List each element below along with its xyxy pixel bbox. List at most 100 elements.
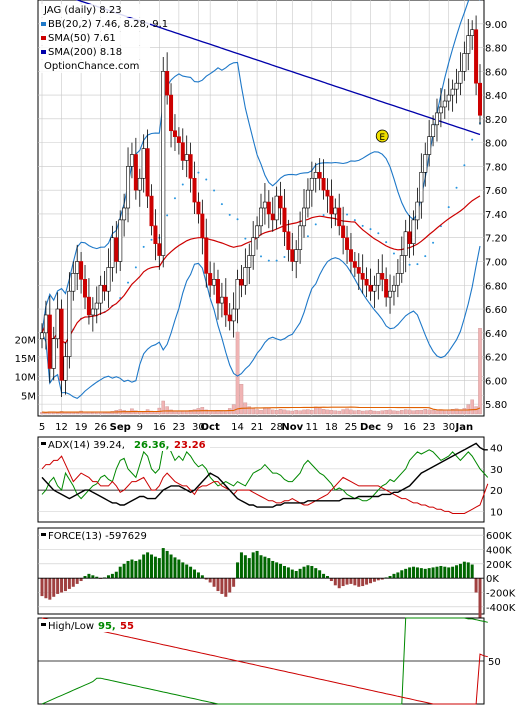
candle-body-27	[145, 148, 150, 197]
candle-body-49	[231, 308, 236, 322]
force-bar-49	[232, 578, 236, 587]
adx-plus-di-line	[41, 442, 489, 502]
candle-body-29	[153, 225, 158, 244]
bollinger-mid-dot-26	[142, 245, 145, 248]
force-bar-111	[474, 578, 478, 593]
volume-bar-75	[333, 410, 338, 415]
candle-body-84	[368, 284, 373, 292]
candle-body-43	[208, 273, 213, 286]
candle-body-75	[333, 207, 338, 215]
bollinger-mid-dot-44	[213, 189, 216, 192]
candle-body-92	[399, 255, 404, 274]
volume-bar-69	[310, 410, 314, 415]
force-bar-50	[236, 562, 240, 579]
force-bar-70	[314, 568, 318, 579]
volume-bar-57	[263, 408, 267, 415]
force-bar-3	[52, 578, 56, 597]
highlow-tick-label-0: 50	[488, 657, 501, 668]
candle-body-58	[266, 201, 271, 215]
price-tick-label-14: 6.20	[485, 353, 507, 364]
volume-bar-64	[290, 410, 295, 415]
x-tick-label-1: 12	[55, 422, 68, 433]
volume-bar-54	[251, 408, 255, 415]
volume-bar-78	[345, 408, 349, 415]
force-bar-44	[212, 578, 216, 587]
bollinger-mid-dot-94	[408, 263, 411, 266]
candle-body-94	[407, 231, 412, 244]
price-tick-label-6: 7.80	[485, 162, 507, 173]
bollinger-mid-dot-82	[361, 224, 364, 227]
volume-bar-111	[474, 406, 478, 415]
force-bar-28	[150, 554, 153, 579]
force-bar-59	[271, 560, 275, 579]
volume-bar-9	[75, 412, 79, 415]
force-bar-12	[87, 573, 91, 579]
force-bar-75	[333, 578, 337, 586]
volume-bar-5	[59, 411, 64, 415]
force-bar-37	[185, 564, 189, 579]
force-bar-95	[412, 566, 416, 579]
candle-body-20	[118, 219, 123, 262]
force-legend-bg	[40, 529, 180, 542]
force-bar-18	[110, 573, 114, 579]
force-bar-35	[177, 559, 181, 579]
volume-bar-50	[235, 331, 240, 415]
candle-body-14	[94, 302, 99, 310]
candle-body-30	[157, 243, 162, 256]
volume-bar-89	[388, 409, 392, 415]
force-bar-11	[83, 576, 87, 579]
candle-body-106	[454, 82, 459, 90]
candle-body-48	[227, 314, 232, 322]
force-bar-85	[372, 578, 376, 582]
volume-bar-79	[349, 409, 353, 415]
candle-body-98	[423, 154, 428, 173]
bollinger-mid-dot-58	[267, 259, 270, 262]
x-tick-label-10: 14	[231, 422, 244, 433]
price-tick-label-3: 8.40	[485, 91, 507, 102]
legend-entry-2: SMA(50) 7.61	[48, 33, 116, 44]
x-tick-label-16: 25	[345, 422, 358, 433]
legend-swatch-sma50	[41, 36, 46, 40]
candle-body-2	[47, 314, 52, 369]
volume-bar-82	[360, 410, 365, 415]
adx-tick-label-0: 40	[490, 444, 503, 455]
candle-body-32	[165, 71, 170, 96]
force-bar-68	[306, 565, 310, 579]
bollinger-mid-dot-98	[424, 255, 427, 258]
candle-body-1	[43, 314, 48, 334]
force-bar-4	[56, 578, 60, 594]
price-tick-label-13: 6.40	[485, 329, 507, 340]
legend-swatch-sma200	[41, 50, 46, 54]
x-tick-label-21: 30	[442, 422, 455, 433]
highlow-low-line	[41, 617, 488, 705]
candle-body-34	[172, 130, 177, 137]
volume-bar-99	[427, 409, 431, 415]
price-tick-label-16: 5.80	[485, 400, 507, 411]
candle-body-95	[411, 219, 416, 244]
force-bar-80	[353, 578, 357, 586]
candle-body-12	[86, 296, 91, 316]
legend-bg-2	[40, 32, 150, 45]
force-bar-53	[247, 558, 251, 579]
volume-bar-38	[188, 410, 193, 415]
force-bar-102	[439, 565, 443, 579]
volume-bar-55	[255, 409, 259, 415]
force-legend-swatch	[41, 533, 46, 536]
volume-bar-103	[443, 410, 447, 415]
bollinger-mid-dot-110	[471, 138, 474, 141]
volume-bar-91	[396, 410, 400, 415]
legend-bg-1	[40, 18, 150, 31]
candle-body-10	[79, 261, 84, 280]
force-tick-label-0: 600K	[486, 531, 512, 542]
x-tick-label-18: 9	[387, 422, 393, 433]
bollinger-mid-dot-80	[353, 219, 356, 222]
force-panel: 600K 400K 200K 0K -200K -400K FORCE(13) -59762…	[37, 527, 516, 621]
candle-body-46	[219, 296, 224, 304]
bollinger-mid-dot-52	[244, 237, 247, 240]
highlow-panel: 50 High/Low 95, 55	[37, 617, 501, 705]
volume-bar-101	[435, 410, 439, 415]
volume-bar-70	[313, 406, 318, 415]
force-bar-82	[361, 578, 365, 587]
